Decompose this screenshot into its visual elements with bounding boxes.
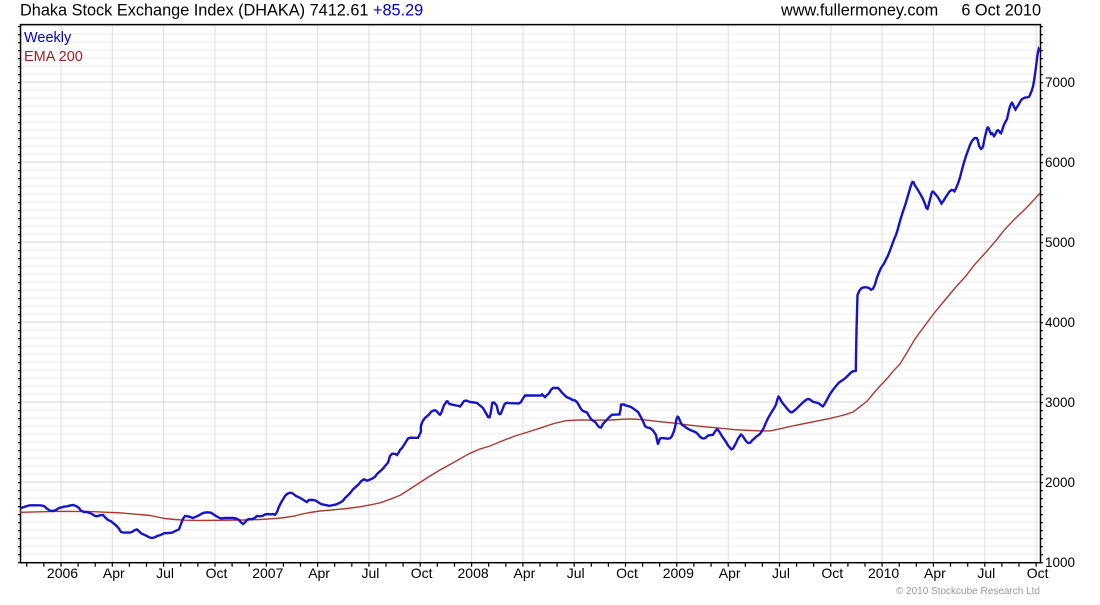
svg-text:2006: 2006 xyxy=(47,565,78,581)
svg-text:2007: 2007 xyxy=(252,565,283,581)
svg-text:Oct: Oct xyxy=(206,565,228,581)
svg-text:4000: 4000 xyxy=(1045,315,1075,330)
svg-text:Oct: Oct xyxy=(821,565,843,581)
svg-text:EMA 200: EMA 200 xyxy=(24,49,83,65)
svg-text:Jul: Jul xyxy=(772,565,790,581)
svg-text:2010: 2010 xyxy=(868,565,899,581)
svg-text:6000: 6000 xyxy=(1045,155,1075,170)
svg-text:2008: 2008 xyxy=(458,565,489,581)
svg-text:Apr: Apr xyxy=(514,565,536,581)
svg-text:Oct: Oct xyxy=(616,565,638,581)
svg-text:7000: 7000 xyxy=(1045,75,1075,90)
svg-text:© 2010 Stockcube Research Ltd: © 2010 Stockcube Research Ltd xyxy=(896,586,1040,597)
svg-text:1000: 1000 xyxy=(1045,555,1075,570)
svg-text:6 Oct 2010: 6 Oct 2010 xyxy=(961,2,1041,20)
svg-text:2000: 2000 xyxy=(1045,475,1075,490)
svg-text:Jul: Jul xyxy=(156,565,174,581)
svg-text:Apr: Apr xyxy=(924,565,946,581)
svg-text:Weekly: Weekly xyxy=(24,30,72,46)
svg-text:www.fullermoney.com: www.fullermoney.com xyxy=(780,2,938,20)
svg-text:Jul: Jul xyxy=(567,565,585,581)
svg-text:Dhaka Stock Exchange Index (DH: Dhaka Stock Exchange Index (DHAKA) 7412.… xyxy=(20,2,423,20)
svg-text:5000: 5000 xyxy=(1045,235,1075,250)
svg-text:Oct: Oct xyxy=(1027,565,1049,581)
svg-text:Oct: Oct xyxy=(411,565,433,581)
svg-text:Apr: Apr xyxy=(103,565,125,581)
svg-text:Jul: Jul xyxy=(977,565,995,581)
svg-text:Jul: Jul xyxy=(361,565,379,581)
svg-text:2009: 2009 xyxy=(663,565,694,581)
svg-text:3000: 3000 xyxy=(1045,395,1075,410)
svg-text:Apr: Apr xyxy=(308,565,330,581)
svg-text:Apr: Apr xyxy=(719,565,741,581)
